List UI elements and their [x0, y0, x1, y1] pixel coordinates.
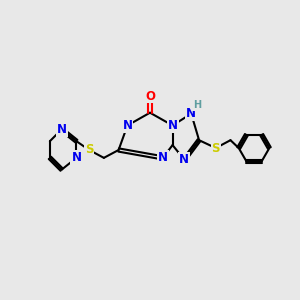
- Text: N: N: [168, 119, 178, 132]
- Text: N: N: [158, 152, 168, 164]
- Text: O: O: [145, 89, 155, 103]
- Text: N: N: [71, 152, 81, 164]
- Text: S: S: [85, 143, 93, 157]
- Text: N: N: [57, 123, 67, 136]
- Text: S: S: [212, 142, 220, 154]
- Text: H: H: [193, 100, 201, 110]
- Text: N: N: [186, 107, 196, 120]
- Text: N: N: [122, 119, 132, 132]
- Text: N: N: [179, 153, 189, 166]
